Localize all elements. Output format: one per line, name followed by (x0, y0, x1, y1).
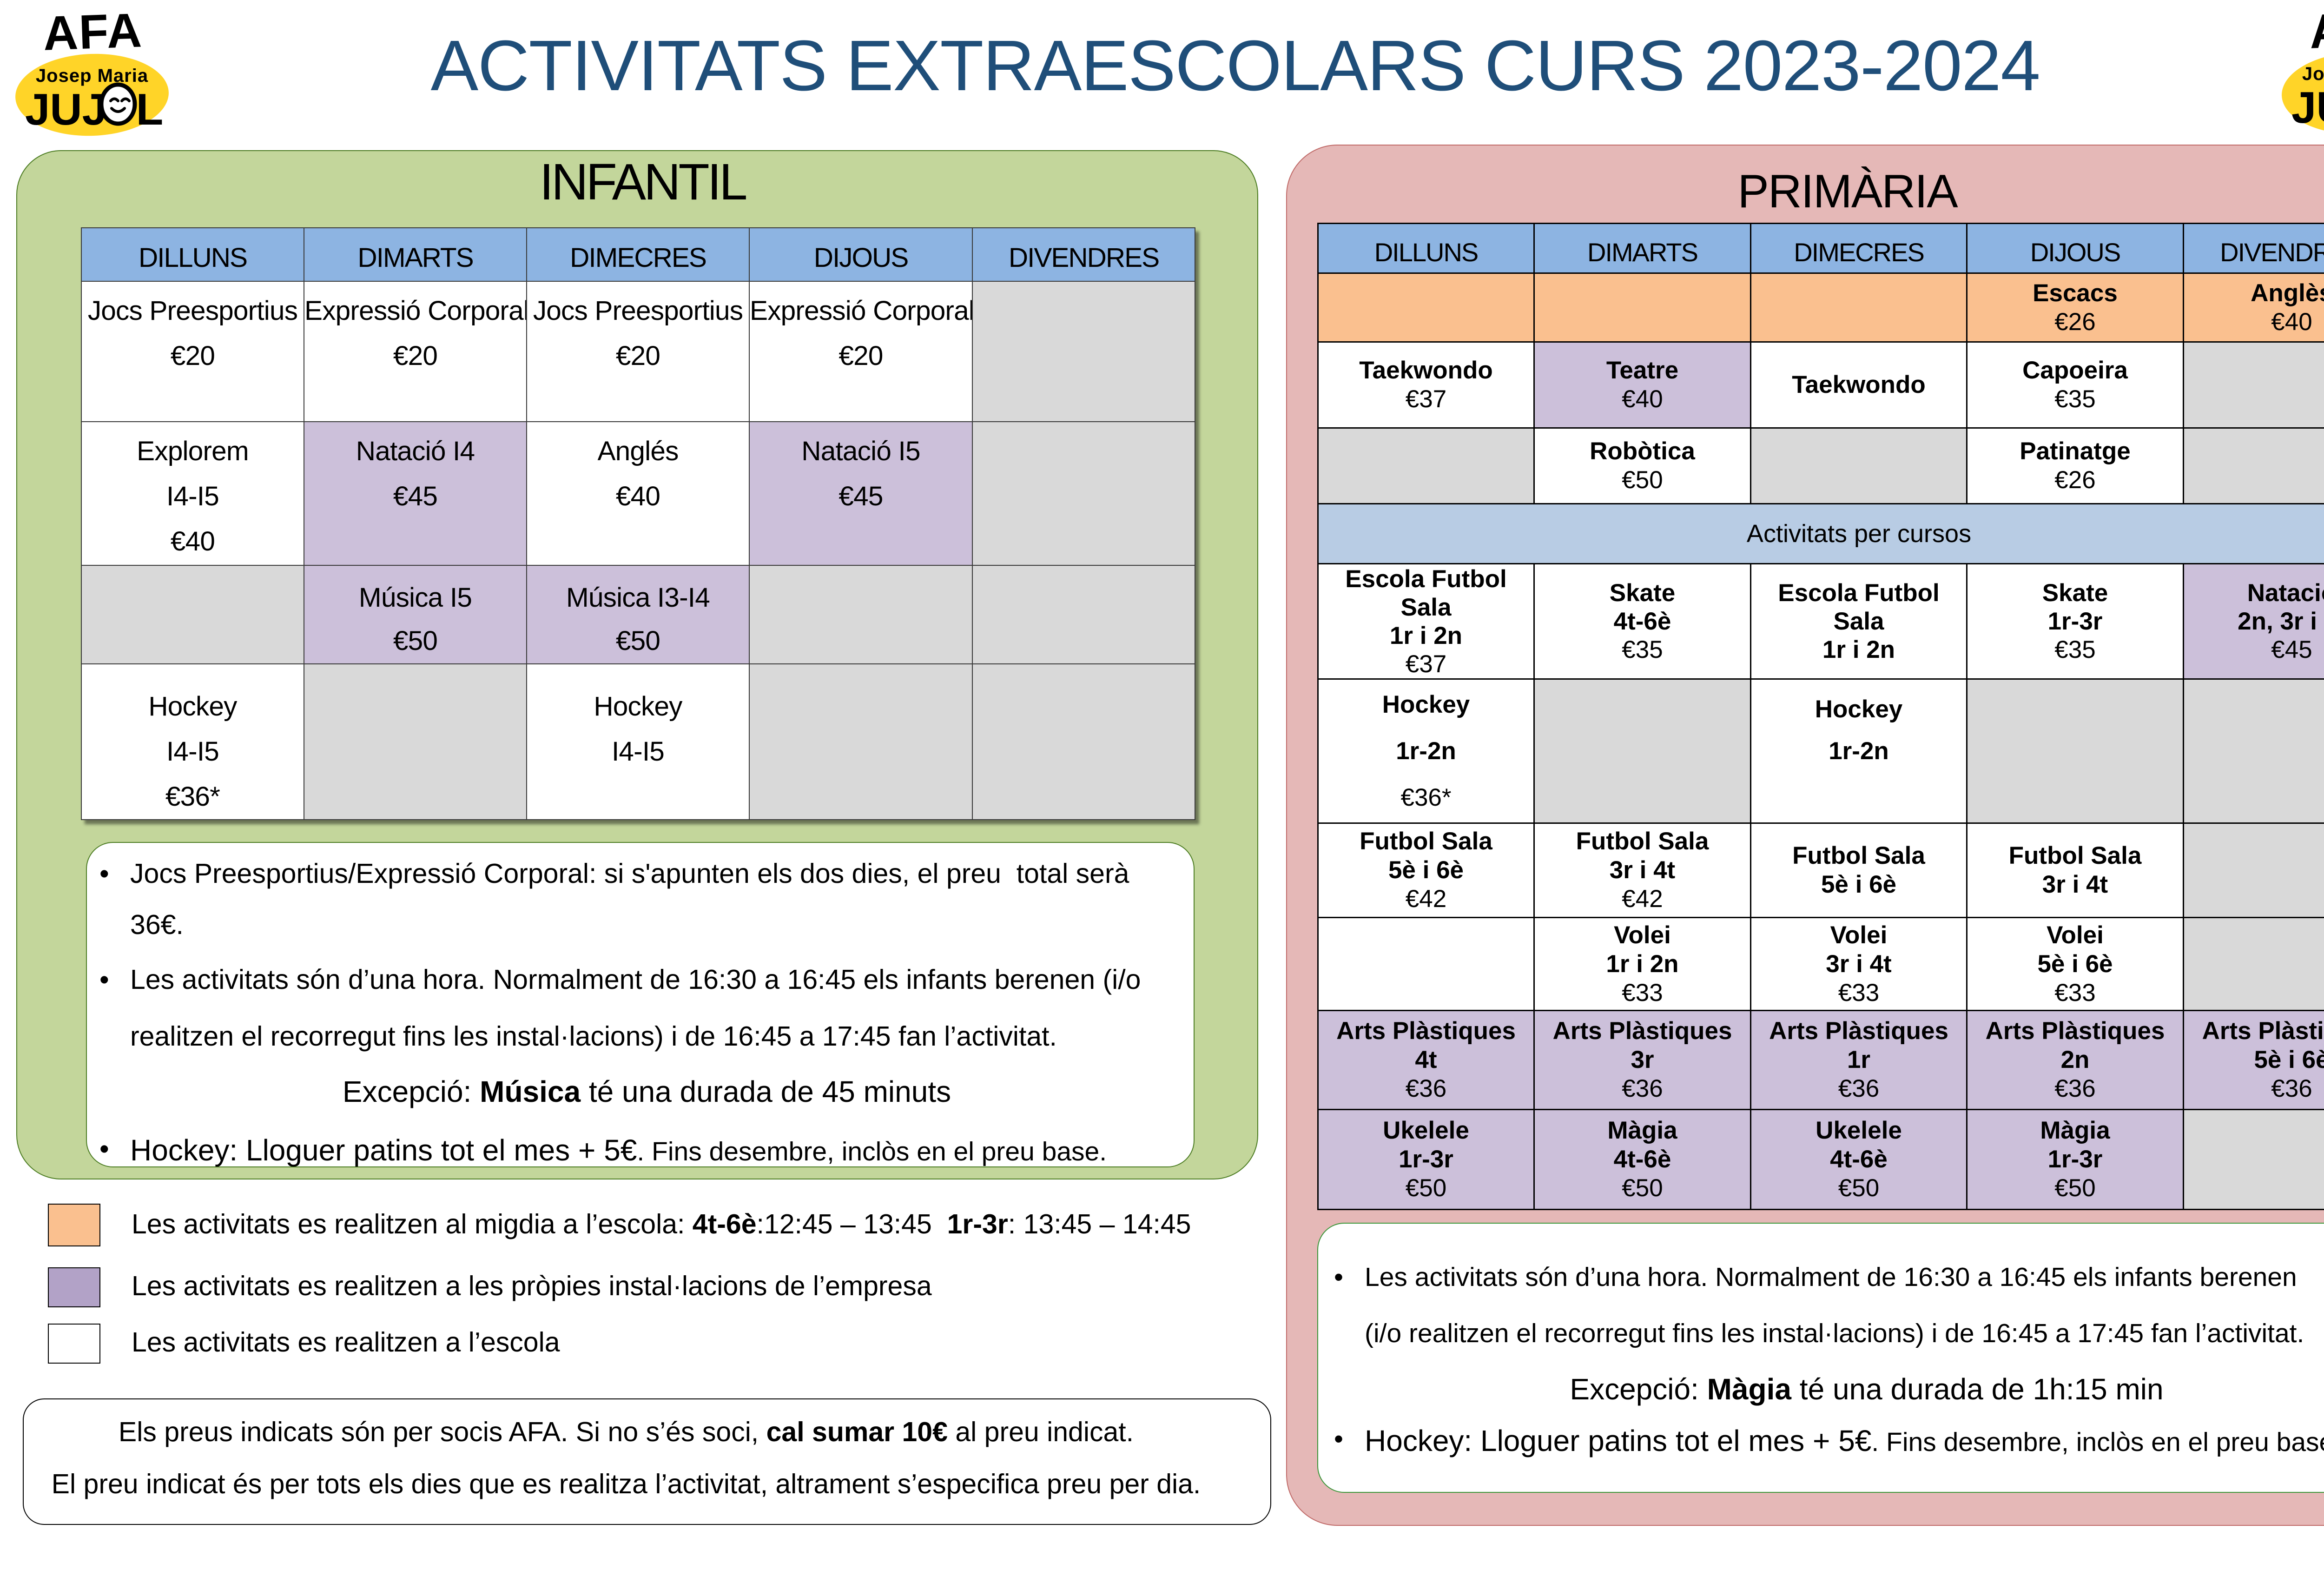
svg-text:JUJ: JUJ (25, 85, 107, 134)
svg-text:AFA: AFA (2309, 7, 2324, 59)
svg-text:Josep Maria: Josep Maria (36, 66, 148, 86)
svg-text:L: L (136, 85, 164, 134)
svg-text:AFA: AFA (42, 8, 144, 61)
svg-text:JUJ: JUJ (2291, 83, 2324, 132)
svg-text:Josep Maria: Josep Maria (2302, 64, 2324, 84)
